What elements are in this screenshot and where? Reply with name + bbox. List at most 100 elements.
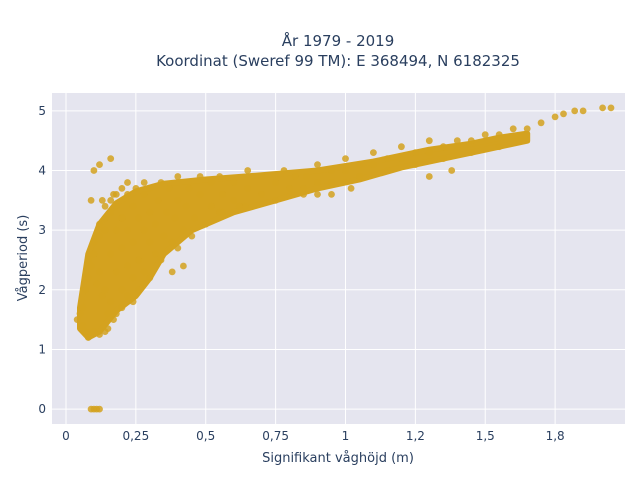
scatter-point [398,155,405,163]
scatter-point [188,232,196,240]
scatter-point [174,197,182,204]
scatter-point [90,167,98,174]
scatter-point [439,143,447,151]
scatter-point [328,179,335,186]
scatter-point [448,167,456,174]
scatter-point [551,113,559,121]
scatter-point [101,286,109,294]
scatter-point [140,179,148,186]
scatter-point [523,125,531,133]
scatter-point [300,185,307,192]
scatter-point [171,214,179,222]
scatter-point [110,191,117,198]
scatter-point [481,131,489,139]
scatter-point [166,185,173,192]
scatter-point [258,191,265,198]
scatter-point [118,286,126,294]
scatter-point [300,191,307,198]
scatter-point [207,202,215,210]
scatter-point [129,274,137,282]
scatter-point [93,280,101,288]
scatter-point [112,268,120,276]
scatter-point [101,202,109,210]
scatter-point [124,179,131,186]
scatter-point [191,214,199,222]
scatter-point [140,268,148,276]
scatter-point [196,191,204,198]
scatter-point [146,274,154,282]
scatter-point [168,268,176,276]
scatter-point [328,191,335,198]
scatter-point [84,256,92,264]
scatter-point [118,214,126,222]
x-tick-label: 0,5 [196,429,215,443]
scatter-point [272,197,279,204]
scatter-point [412,161,419,169]
scatter-point [152,250,159,258]
scatter-point [216,173,224,180]
scatter-point [110,316,117,323]
y-axis-label: Vågperiod (s) [16,215,31,302]
axis-ticks: 0 0,25 0,5 0,75 1 1,2 1,5 1,8 0 1 2 3 4 5 [38,104,564,443]
scatter-point [129,202,137,210]
scatter-point [129,298,137,306]
y-tick-label: 5 [38,104,46,118]
scatter-point [453,143,461,151]
scatter-point [230,179,238,186]
scatter-point [168,238,176,246]
scatter-point [82,286,89,294]
scatter-point [314,161,321,169]
scatter-point [107,155,115,163]
scatter-point [425,173,433,180]
scatter-point [154,197,162,204]
scatter-point [146,208,154,216]
scatter-point [107,208,115,216]
scatter-point [96,268,103,276]
scatter-point [347,185,355,192]
scatter-point [152,220,159,228]
scatter-point [370,161,377,169]
x-tick-label: 1 [342,429,350,443]
scatter-point [112,202,120,210]
scatter-point [314,179,321,186]
scatter-point [96,232,103,240]
scatter-point [174,173,182,180]
scatter-point [124,292,131,300]
scatter-point [412,149,419,157]
x-axis-label: Signifikant våghöjd (m) [262,451,414,466]
scatter-point [579,107,587,115]
scatter-point [230,197,238,204]
scatter-point [314,191,321,198]
scatter-point [356,173,363,180]
scatter-point [160,232,168,240]
scatter-point [96,405,103,413]
y-tick-label: 2 [38,283,46,297]
scatter-point [286,185,293,192]
scatter-point [87,197,95,204]
y-tick-label: 1 [38,342,46,356]
x-tick-label: 0,25 [122,429,149,443]
scatter-point [425,137,433,145]
chart-title-line1: År 1979 - 2019 [282,31,395,50]
x-tick-label: 1,8 [546,429,565,443]
scatter-point [241,202,249,210]
scatter-point [439,155,447,163]
scatter-point [118,304,126,312]
scatter-point [98,292,106,300]
scatter-point [303,173,310,180]
scatter-point [370,149,377,157]
scatter-point [272,179,279,186]
scatter-points [73,104,615,413]
y-tick-label: 0 [38,402,46,416]
scatter-point [135,256,143,264]
scatter-point [607,104,615,112]
scatter-point [118,244,126,252]
scatter-point [140,280,148,288]
scatter-point [244,185,252,192]
scatter-point [107,197,115,204]
x-tick-label: 1,2 [406,429,425,443]
scatter-point [537,119,545,127]
scatter-point [207,179,215,186]
scatter-point [90,328,98,335]
